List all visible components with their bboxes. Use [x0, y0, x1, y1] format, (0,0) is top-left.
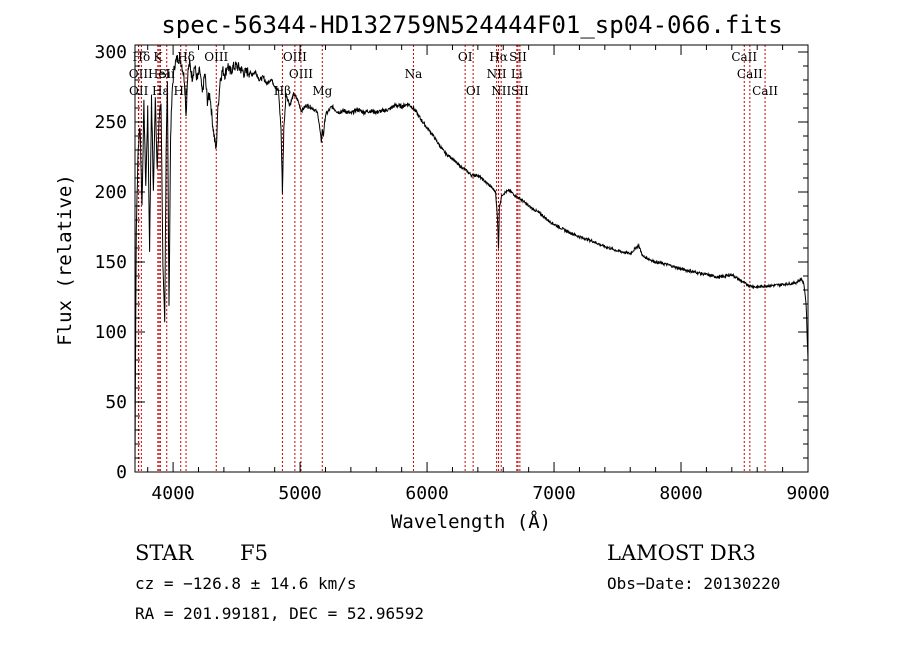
- line-marker-label: Hα: [489, 50, 508, 64]
- line-marker-label: OI: [458, 50, 473, 64]
- observation-date: Obs−Date: 20130220: [607, 574, 780, 593]
- line-marker-label: NII: [487, 67, 507, 81]
- line-marker-label: CaII: [731, 50, 757, 64]
- chart-title: spec-56344-HD132759N524444F01_sp04-066.f…: [161, 11, 782, 39]
- y-tick-label: 300: [94, 42, 127, 63]
- line-marker-label: SII: [509, 50, 527, 64]
- line-marker-label: Mg: [312, 84, 332, 98]
- line-marker-label: CaII: [752, 84, 778, 98]
- plot-frame: [134, 44, 809, 473]
- x-axis-label: Wavelength (Å): [391, 510, 551, 533]
- x-tick-label: 6000: [405, 483, 448, 504]
- y-tick-label: 150: [94, 252, 127, 273]
- line-marker-label: Hδ: [177, 50, 195, 64]
- y-tick-label: 0: [116, 462, 127, 483]
- line-marker-label: OII: [129, 84, 149, 98]
- object-subclass: F5: [240, 541, 268, 565]
- line-marker-label: Sii: [159, 67, 175, 81]
- x-tick-label: 5000: [278, 483, 321, 504]
- line-marker-label: HeI: [148, 67, 171, 81]
- x-axis-ticks: 4000 5000 6000 7000 8000 9000: [147, 45, 830, 504]
- line-marker-label: Hδ: [132, 50, 150, 64]
- line-marker-label: NII: [491, 84, 511, 98]
- line-marker-label: Hβ: [274, 84, 291, 98]
- spectral-line-labels: HδOIIOIIKHeIHεSiiHδHiOIIIHβOIIIOIIIMgNaO…: [129, 50, 778, 98]
- line-marker-label: SII: [511, 84, 529, 98]
- y-axis-ticks: 0 50 100 150 200 250 300: [94, 42, 808, 483]
- x-tick-label: 9000: [786, 483, 829, 504]
- line-marker-label: OII: [129, 67, 149, 81]
- line-marker-label: OIII: [283, 50, 307, 64]
- y-tick-label: 100: [94, 322, 127, 343]
- line-marker-label: K: [153, 50, 163, 64]
- y-tick-label: 250: [94, 112, 127, 133]
- line-marker-label: OIII: [204, 50, 228, 64]
- spectral-line-markers: [137, 45, 766, 472]
- survey-name: LAMOST DR3: [607, 541, 756, 565]
- flux-series-line: [134, 54, 809, 466]
- y-axis-label: Flux (relative): [54, 174, 76, 346]
- object-class: STAR: [135, 541, 194, 565]
- radial-velocity: cz = −126.8 ± 14.6 km/s: [135, 574, 357, 593]
- line-marker-label: Hi: [174, 84, 188, 98]
- line-marker-label: Na: [405, 67, 423, 81]
- y-tick-label: 50: [105, 392, 127, 413]
- y-tick-label: 200: [94, 182, 127, 203]
- x-tick-label: 7000: [532, 483, 575, 504]
- line-marker-label: OIII: [289, 67, 313, 81]
- line-marker-label: Li: [511, 67, 523, 81]
- line-marker-label: CaII: [737, 67, 763, 81]
- line-marker-label: OI: [466, 84, 481, 98]
- sky-coordinates: RA = 201.99181, DEC = 52.96592: [135, 604, 424, 623]
- x-tick-label: 4000: [151, 483, 194, 504]
- line-marker-label: Hε: [152, 84, 169, 98]
- x-tick-label: 8000: [659, 483, 702, 504]
